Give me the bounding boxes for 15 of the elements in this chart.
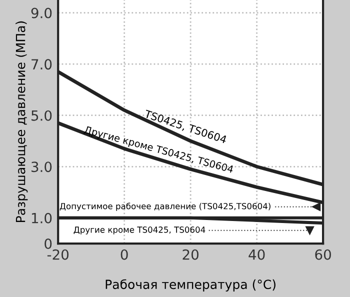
- y-tick-label: 5.0: [32, 110, 52, 121]
- y-tick-label: 1.0: [32, 212, 52, 224]
- series-label: Другие кроме TS0425, TS0604: [74, 226, 206, 234]
- y-tick-label: 7.0: [32, 59, 52, 70]
- y-tick-label: 3.0: [32, 162, 52, 172]
- x-tick-label: -20: [47, 249, 69, 260]
- x-tick-label: 40: [248, 249, 265, 260]
- y-tick-label: 9.0: [31, 8, 52, 18]
- x-tick-label: 60: [315, 249, 331, 260]
- y-axis-title: Разрушающее давление (МПа): [16, 21, 28, 222]
- series-label: Допустимое рабочее давление (TS0425,TS0604): [60, 202, 270, 211]
- y-tick-label: 0: [44, 238, 52, 250]
- x-axis-title: Рабочая температура (°C): [106, 279, 276, 292]
- x-tick-label: 20: [182, 249, 198, 260]
- x-tick-label: 0: [120, 249, 128, 260]
